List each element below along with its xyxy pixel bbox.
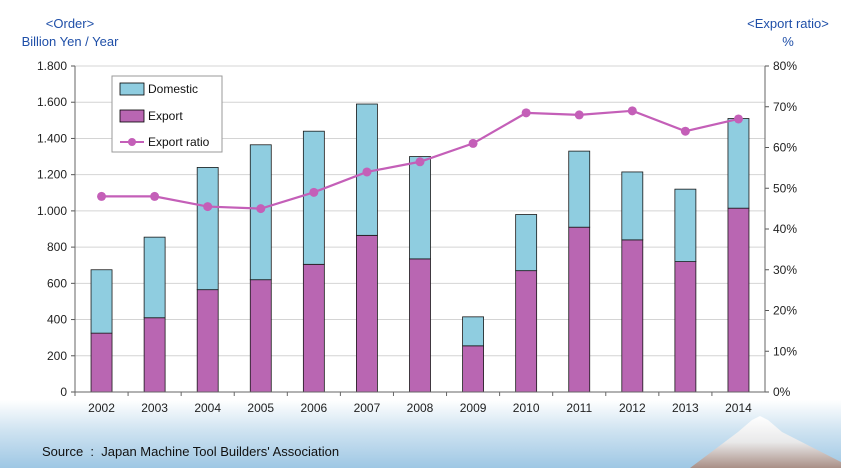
export-ratio-point [203, 202, 213, 212]
x-tick-label: 2011 [566, 401, 592, 415]
bar-export [621, 239, 644, 393]
x-tick-label: 2002 [88, 401, 115, 415]
x-tick-label: 2005 [247, 401, 274, 415]
legend: Domestic Export Export ratio [111, 75, 223, 153]
export-ratio-point [680, 126, 690, 136]
mountain-graphic [690, 416, 841, 468]
y-left-tick-label: 1.400 [37, 131, 67, 145]
y-right-title-line1: <Export ratio> [747, 16, 829, 31]
export-ratio-point [733, 114, 743, 124]
bar-domestic [409, 156, 431, 260]
export-ratio-point [521, 108, 531, 118]
y-left-tick-label: 600 [47, 276, 67, 290]
legend-label-domestic: Domestic [148, 82, 198, 96]
export-ratio-point [150, 191, 160, 201]
source-note: Source : Japan Machine Tool Builders' As… [42, 444, 339, 459]
y-right-tick-label: 30% [773, 263, 797, 277]
y-right-tick-label: 20% [773, 304, 797, 318]
bar-export [143, 317, 166, 393]
export-ratio-point [309, 187, 319, 197]
footer-band [0, 400, 841, 468]
bar-domestic [196, 167, 219, 291]
bar-domestic [302, 130, 325, 265]
export-ratio-line-group [97, 106, 743, 214]
y-left-tick-label: 1.200 [37, 168, 67, 182]
y-left-tick-label: 800 [47, 240, 67, 254]
y-right-tick-label: 50% [773, 181, 797, 195]
y-right-tick-label: 0% [773, 385, 791, 399]
bar-domestic [462, 316, 484, 347]
y-left-tick-label: 400 [47, 313, 67, 327]
x-tick-label: 2004 [194, 401, 221, 415]
x-tick-label: 2009 [460, 401, 487, 415]
y-right-tick-label: 80% [773, 59, 797, 73]
bar-domestic [143, 236, 166, 319]
y-left-title-line2: Billion Yen / Year [22, 34, 120, 49]
bar-export [515, 270, 538, 393]
x-tick-label: 2013 [672, 401, 699, 415]
y-left-tick-label: 1.600 [37, 95, 67, 109]
axes-group: 0 200 400 600 800 1.000 1.200 1.400 1.600 1.800 0%… [37, 59, 797, 415]
bar-export [674, 261, 697, 393]
x-tick-label: 2006 [300, 401, 327, 415]
x-tick-label: 2014 [725, 401, 752, 415]
y-left-title-line1: <Order> [46, 16, 94, 31]
export-ratio-point [97, 191, 107, 201]
bar-export [249, 279, 272, 393]
bar-export [462, 345, 484, 393]
x-tick-label: 2008 [407, 401, 434, 415]
export-ratio-point [468, 138, 478, 148]
y-left-tick-label: 1.000 [37, 204, 67, 218]
bar-export [302, 263, 325, 393]
bar-export [90, 332, 113, 393]
export-ratio-point [574, 110, 584, 120]
bar-domestic [568, 150, 591, 228]
y-left-tick-label: 0 [60, 385, 67, 399]
bar-export [568, 226, 591, 393]
export-ratio-point [256, 204, 266, 214]
legend-swatch-domestic [119, 82, 145, 96]
bar-domestic [674, 188, 697, 262]
legend-label-export-ratio: Export ratio [148, 135, 210, 149]
y-right-title-line2: % [782, 34, 794, 49]
y-right-tick-label: 40% [773, 222, 797, 236]
y-left-tick-label: 1.800 [37, 59, 67, 73]
export-ratio-point [415, 157, 425, 167]
bar-export [196, 289, 219, 393]
bar-export [409, 258, 431, 393]
bar-domestic [90, 269, 113, 334]
bar-domestic [621, 171, 644, 241]
y-right-tick-label: 70% [773, 100, 797, 114]
y-right-tick-label: 10% [773, 344, 797, 358]
bar-domestic [727, 118, 750, 209]
bar-domestic [515, 214, 538, 272]
legend-swatch-export [119, 109, 145, 123]
legend-marker-export-ratio [128, 138, 136, 146]
bars-group [90, 103, 750, 393]
x-tick-label: 2012 [619, 401, 646, 415]
x-tick-label: 2003 [141, 401, 168, 415]
x-tick-label: 2007 [354, 401, 381, 415]
y-left-tick-label: 200 [47, 349, 67, 363]
export-ratio-point [627, 106, 637, 116]
legend-label-export: Export [148, 109, 183, 123]
bar-export [356, 234, 378, 393]
bar-export [727, 207, 750, 393]
export-ratio-point [362, 167, 372, 177]
x-tick-label: 2010 [513, 401, 540, 415]
y-right-tick-label: 60% [773, 141, 797, 155]
